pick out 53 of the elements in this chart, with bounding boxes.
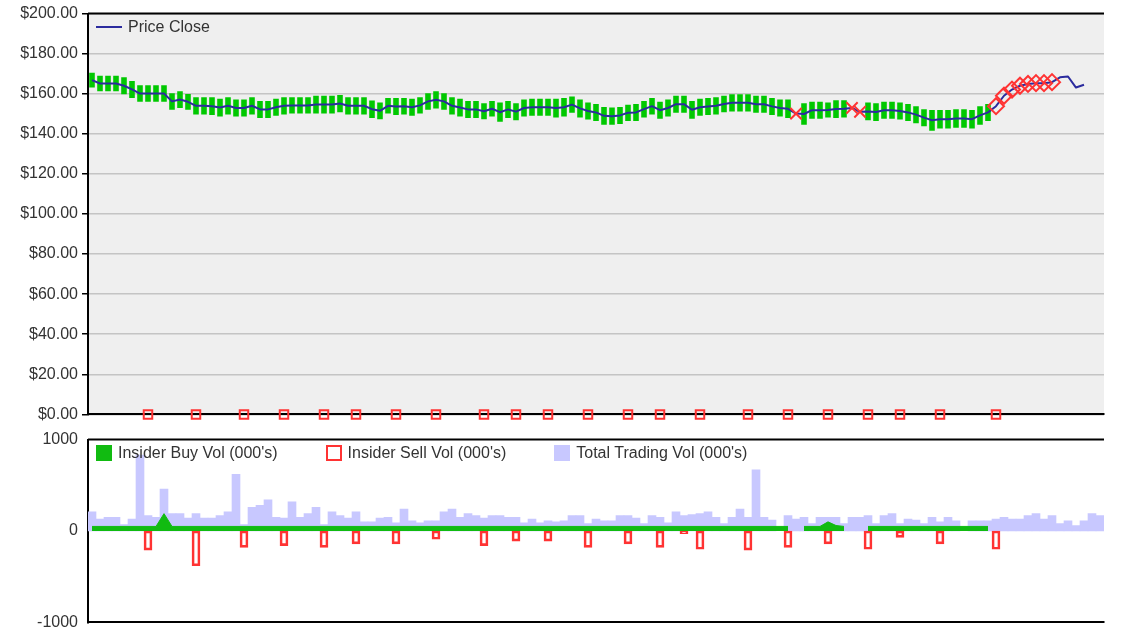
y-tick-label: 0 xyxy=(69,521,79,539)
point xyxy=(622,409,634,420)
y-tick-label: 1000 xyxy=(42,430,79,448)
legend-label: Price Close xyxy=(128,17,210,36)
y-tick-label: $20.00 xyxy=(29,364,79,382)
y-tick-label: $60.00 xyxy=(29,284,79,302)
y-tick-label: $120.00 xyxy=(20,164,79,182)
point xyxy=(987,97,1005,116)
y-tick-label: $0.00 xyxy=(37,404,79,422)
point xyxy=(990,409,1002,420)
point xyxy=(1035,74,1053,93)
point xyxy=(430,409,442,420)
point xyxy=(934,409,946,420)
legend-label: Total Trading Vol (000's) xyxy=(576,443,748,462)
point xyxy=(845,101,859,115)
point xyxy=(1043,73,1061,92)
y-tick-label: $200.00 xyxy=(20,4,79,22)
y-tick-label: -1000 xyxy=(37,612,79,630)
point xyxy=(542,409,554,420)
point xyxy=(190,409,202,420)
y-tick-label: $160.00 xyxy=(20,84,79,102)
point xyxy=(742,409,754,420)
bar xyxy=(89,72,95,88)
bar xyxy=(929,109,935,131)
point xyxy=(318,409,330,420)
point xyxy=(1003,80,1021,99)
point xyxy=(862,409,874,420)
point xyxy=(782,409,794,420)
y-tick-label: $180.00 xyxy=(20,44,79,62)
point xyxy=(510,409,522,420)
point xyxy=(995,86,1013,105)
point xyxy=(1027,74,1045,93)
point xyxy=(278,409,290,420)
y-tick-label: $40.00 xyxy=(29,324,79,342)
point xyxy=(853,105,867,119)
point xyxy=(1011,76,1029,95)
point xyxy=(582,409,594,420)
point xyxy=(654,409,666,420)
legend-label: Insider Buy Vol (000's) xyxy=(118,443,278,462)
point xyxy=(238,409,250,420)
point xyxy=(390,409,402,420)
point xyxy=(478,409,490,420)
y-tick-label: $140.00 xyxy=(20,124,79,142)
point xyxy=(789,106,803,121)
point xyxy=(894,409,906,420)
y-tick-label: $100.00 xyxy=(20,204,79,222)
point xyxy=(822,409,834,420)
point xyxy=(142,409,154,420)
point xyxy=(1019,74,1037,93)
point xyxy=(350,409,362,420)
legend-label: Insider Sell Vol (000's) xyxy=(347,443,507,462)
y-tick-label: $80.00 xyxy=(29,244,79,262)
point xyxy=(694,409,706,420)
